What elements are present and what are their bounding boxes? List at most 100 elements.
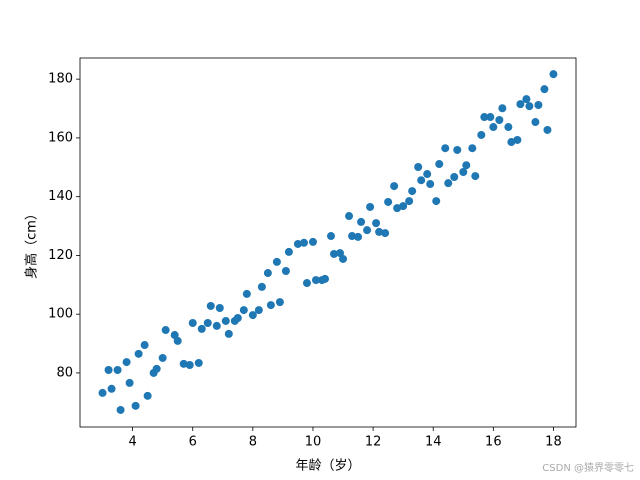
point xyxy=(281,266,290,275)
point xyxy=(179,359,188,368)
point xyxy=(158,353,167,362)
point xyxy=(366,202,375,211)
y-tick-label: 80 xyxy=(56,365,73,380)
point xyxy=(507,138,516,147)
point xyxy=(543,125,552,134)
point xyxy=(221,316,230,325)
point xyxy=(414,162,423,171)
point xyxy=(266,301,275,310)
point xyxy=(197,324,206,333)
point xyxy=(495,115,504,124)
x-tick-label: 4 xyxy=(128,435,136,450)
y-tick-label: 140 xyxy=(48,189,73,204)
point xyxy=(531,118,540,127)
point xyxy=(116,405,125,414)
point xyxy=(224,329,233,338)
point xyxy=(107,384,116,393)
point xyxy=(339,254,348,263)
point xyxy=(248,311,257,320)
point xyxy=(525,102,534,111)
point xyxy=(444,179,453,188)
plot-frame xyxy=(79,57,577,428)
y-tick-label: 120 xyxy=(48,248,73,263)
point xyxy=(284,247,293,256)
point xyxy=(468,144,477,153)
point xyxy=(354,232,363,241)
point xyxy=(242,289,251,298)
point xyxy=(522,95,531,104)
point xyxy=(381,229,390,238)
point xyxy=(426,180,435,189)
point xyxy=(462,161,471,170)
point xyxy=(417,176,426,185)
point xyxy=(363,226,372,235)
point xyxy=(185,361,194,370)
point xyxy=(348,232,357,241)
point xyxy=(299,238,308,247)
point xyxy=(320,274,329,283)
point xyxy=(477,130,486,139)
point xyxy=(330,249,339,258)
point xyxy=(489,123,498,132)
point xyxy=(336,249,345,258)
point xyxy=(549,70,558,79)
point xyxy=(408,187,417,196)
point xyxy=(170,331,179,340)
point xyxy=(131,401,140,410)
point xyxy=(143,391,152,400)
y-tick-label: 180 xyxy=(48,72,73,87)
point xyxy=(516,100,525,109)
x-tick-label: 10 xyxy=(305,435,322,450)
point xyxy=(125,378,134,387)
point xyxy=(441,144,450,153)
point xyxy=(161,326,170,335)
point xyxy=(140,341,149,350)
point xyxy=(206,301,215,310)
point xyxy=(459,167,468,176)
watermark: CSDN @猿界零零七 xyxy=(542,461,634,474)
point xyxy=(293,239,302,248)
point xyxy=(212,321,221,330)
point xyxy=(480,113,489,122)
point xyxy=(486,113,495,122)
x-tick-label: 18 xyxy=(545,435,562,450)
x-axis-label: 年龄（岁） xyxy=(295,459,360,474)
x-tick-label: 8 xyxy=(249,435,257,450)
point xyxy=(188,318,197,327)
point xyxy=(104,366,113,375)
x-tick-label: 14 xyxy=(425,435,442,450)
point xyxy=(308,237,317,246)
point xyxy=(275,298,284,307)
point xyxy=(173,336,182,345)
point xyxy=(375,227,384,236)
point xyxy=(233,314,242,323)
point xyxy=(254,306,263,315)
point xyxy=(215,304,224,313)
point xyxy=(272,257,281,266)
point xyxy=(453,145,462,154)
y-tick-label: 160 xyxy=(48,130,73,145)
point xyxy=(263,269,272,278)
point xyxy=(471,172,480,181)
point xyxy=(327,232,336,241)
point xyxy=(372,219,381,228)
point xyxy=(498,104,507,113)
point xyxy=(423,170,432,179)
point xyxy=(513,135,522,144)
point xyxy=(122,358,131,367)
point xyxy=(113,366,122,375)
x-tick-label: 16 xyxy=(485,435,502,450)
point xyxy=(534,101,543,110)
point xyxy=(203,318,212,327)
point xyxy=(134,349,143,358)
point xyxy=(390,182,399,191)
point xyxy=(540,85,549,94)
y-axis-label: 身高（cm） xyxy=(24,207,40,279)
point xyxy=(450,172,459,181)
point xyxy=(257,282,266,291)
point xyxy=(194,358,203,367)
point xyxy=(239,306,248,315)
point xyxy=(504,123,513,132)
